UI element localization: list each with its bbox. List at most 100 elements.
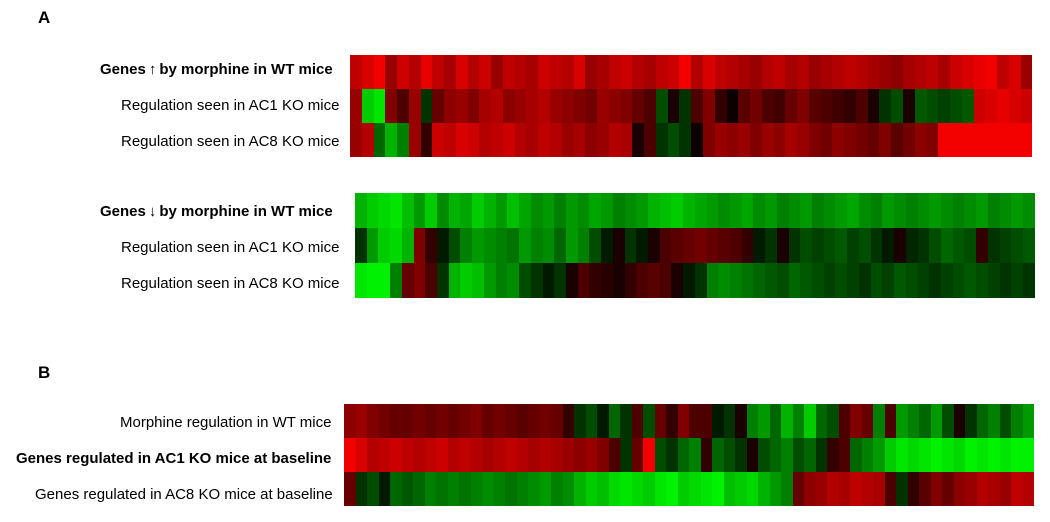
heatmap-cell: [526, 55, 539, 89]
heatmap-cell: [855, 123, 868, 157]
heatmap-cell: [838, 472, 850, 506]
heatmap-cell: [437, 193, 449, 228]
heatmap-cell: [467, 89, 480, 123]
heatmap-cell: [808, 123, 821, 157]
heatmap-cell: [425, 193, 438, 228]
heatmap-cell: [608, 438, 620, 472]
heatmap-cell: [850, 404, 862, 438]
heatmap-cell: [726, 123, 739, 157]
heatmap-cell: [812, 228, 824, 263]
heatmap-cell: [654, 404, 666, 438]
heatmap-cell: [718, 193, 730, 228]
heatmap-cell: [683, 193, 695, 228]
heatmap-cell: [808, 89, 821, 123]
heatmap-cell: [855, 55, 868, 89]
heatmap-cell: [654, 438, 666, 472]
heatmap-cell: [585, 89, 598, 123]
heatmap-cell: [950, 89, 962, 123]
heatmap-cell: [550, 123, 562, 157]
heatmap-cell: [460, 228, 473, 263]
heatmap-cell: [919, 472, 931, 506]
heatmap-cell: [999, 438, 1011, 472]
a-down-title: Genes ↓ by morphine in WT mice: [100, 203, 333, 220]
heatmap-cell: [679, 55, 692, 89]
heatmap-cell: [589, 263, 602, 298]
heatmap-cell: [667, 123, 680, 157]
heatmap-cell: [666, 404, 678, 438]
heatmap-cell: [397, 55, 409, 89]
heatmap-cell: [997, 123, 1009, 157]
heatmap-cell: [514, 123, 527, 157]
heatmap-cell: [413, 438, 425, 472]
heatmap-a-up-row-ac1: [350, 89, 1032, 123]
heatmap-cell: [714, 55, 727, 89]
heatmap-cell: [873, 472, 885, 506]
heatmap-cell: [483, 263, 496, 298]
heatmap-cell: [608, 89, 621, 123]
heatmap-cell: [929, 263, 941, 298]
heatmap-cell: [792, 404, 804, 438]
heatmap-b: [344, 404, 1034, 506]
heatmap-cell: [769, 472, 781, 506]
heatmap-cell: [815, 438, 827, 472]
heatmap-cell: [608, 123, 621, 157]
heatmap-cell: [750, 89, 762, 123]
heatmap-cell: [867, 89, 880, 123]
heatmap-cell: [448, 263, 461, 298]
heatmap-cell: [516, 438, 528, 472]
heatmap-cell: [773, 89, 786, 123]
heatmap-cell: [1022, 193, 1035, 228]
heatmap-cell: [671, 193, 684, 228]
heatmap-cell: [735, 472, 747, 506]
heatmap-cell: [460, 193, 473, 228]
heatmap-cell: [867, 55, 880, 89]
heatmap-cell: [551, 438, 563, 472]
heatmap-cell: [850, 438, 862, 472]
heatmap-cell: [636, 193, 648, 228]
heatmap-cell: [820, 123, 833, 157]
heatmap-cell: [647, 228, 660, 263]
heatmap-cell: [507, 228, 520, 263]
heatmap-cell: [361, 123, 374, 157]
heatmap-cell: [408, 123, 421, 157]
heatmap-cell: [482, 438, 494, 472]
heatmap-cell: [683, 263, 695, 298]
heatmap-cell: [390, 472, 402, 506]
heatmap-cell: [785, 89, 798, 123]
heatmap-cell: [491, 123, 503, 157]
heatmap-cell: [632, 55, 645, 89]
heatmap-cell: [608, 55, 621, 89]
heatmap-cell: [706, 228, 719, 263]
heatmap-cell: [350, 89, 362, 123]
heatmap-a-down-row-wt: [355, 193, 1035, 228]
heatmap-cell: [691, 89, 703, 123]
heatmap-cell: [870, 263, 883, 298]
a-up-row-ac1-label: Regulation seen in AC1 KO mice: [121, 97, 340, 114]
heatmap-cell: [844, 55, 856, 89]
heatmap-cell: [666, 472, 678, 506]
heatmap-cell: [723, 438, 735, 472]
heatmap-cell: [390, 193, 402, 228]
heatmap-cell: [965, 438, 977, 472]
heatmap-cell: [730, 263, 742, 298]
heatmap-cell: [706, 193, 719, 228]
heatmap-cell: [538, 123, 551, 157]
heatmap-cell: [823, 228, 836, 263]
heatmap-cell: [597, 404, 609, 438]
heatmap-cell: [832, 89, 845, 123]
heatmap-cell: [1008, 55, 1021, 89]
heatmap-cell: [712, 438, 724, 472]
heatmap-cell: [858, 263, 871, 298]
heatmap-cell: [519, 228, 531, 263]
heatmap-cell: [1008, 89, 1021, 123]
heatmap-cell: [1011, 228, 1023, 263]
heatmap-cell: [700, 438, 712, 472]
heatmap-cell: [800, 228, 813, 263]
heatmap-cell: [677, 438, 689, 472]
heatmap-cell: [858, 228, 871, 263]
heatmap-cell: [738, 55, 751, 89]
heatmap-cell: [835, 228, 848, 263]
heatmap-cell: [355, 193, 367, 228]
heatmap-cell: [677, 472, 689, 506]
heatmap-cell: [894, 263, 906, 298]
